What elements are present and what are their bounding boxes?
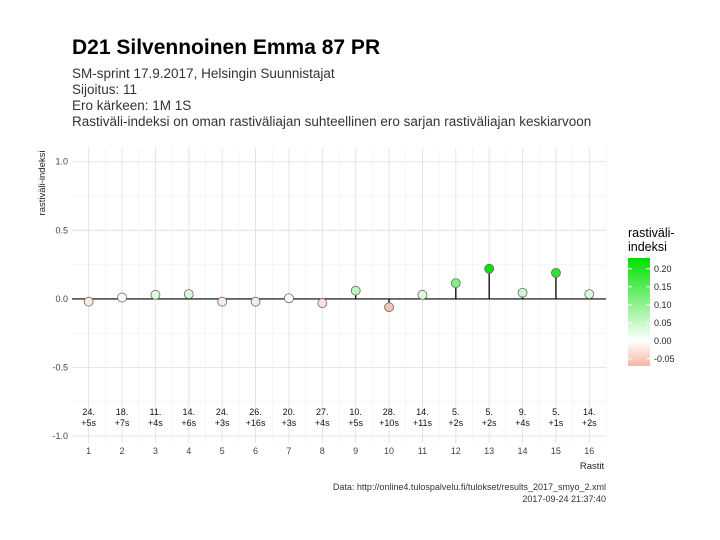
legend-colorbar: [628, 258, 650, 366]
legend-tick-label: -0.05: [654, 354, 675, 364]
legend-tick-label: 0.10: [654, 300, 672, 310]
x-tick-label: 7: [286, 446, 291, 456]
x-axis-label: Rastit: [580, 461, 605, 472]
y-tick-label: -0.5: [52, 363, 68, 373]
data-marks: [83, 263, 595, 313]
data-point: [551, 267, 561, 278]
diff-label: +5s: [81, 418, 96, 428]
diff-label: +11s: [413, 418, 433, 428]
diff-label: +2s: [582, 418, 597, 428]
subtitle-line: SM-sprint 17.9.2017, Helsingin Suunnista…: [72, 66, 335, 81]
x-tick-label: 13: [484, 446, 494, 456]
subtitle-line: Rastiväli-indeksi on oman rastiväliajan …: [72, 114, 591, 129]
x-tick-label: 11: [418, 446, 427, 456]
data-point: [484, 263, 495, 274]
x-tick-label: 1: [86, 446, 91, 456]
x-tick-label: 12: [451, 446, 461, 456]
diff-label: +7s: [115, 418, 130, 428]
rank-label: 5.: [452, 407, 460, 417]
subtitle-line: Sijoitus: 11: [72, 82, 137, 97]
rank-label: 10.: [349, 407, 362, 417]
data-point: [250, 296, 261, 307]
x-tick-label: 6: [253, 446, 258, 456]
y-axis-label: rastiväli-indeksi: [37, 151, 48, 216]
rank-label: 14.: [416, 407, 429, 417]
data-point: [150, 289, 161, 300]
diff-label: +16s: [246, 418, 266, 428]
data-point: [450, 278, 461, 289]
data-point: [83, 296, 94, 307]
diff-label: +3s: [215, 418, 230, 428]
x-tick-label: 16: [584, 446, 594, 456]
data-point: [350, 285, 361, 296]
data-point: [284, 293, 294, 304]
diff-label: +4s: [315, 418, 330, 428]
rank-label: 11.: [150, 407, 162, 417]
legend: rastiväli- indeksi 0.20 0.15 0.10 0.05 0.00 -…: [628, 226, 675, 366]
rank-label: 18.: [116, 407, 129, 417]
timestamp-caption: 2017-09-24 21:37:40: [522, 494, 606, 504]
rank-label: 14.: [583, 407, 596, 417]
data-point: [217, 296, 228, 307]
x-tick-label: 4: [186, 446, 191, 456]
x-axis-ticks: 1 2 3 4 5 6 7 8 9 10 11 12 13 14 15 16: [86, 446, 594, 456]
rank-label: 24.: [82, 407, 95, 417]
y-axis-ticks: -1.0 -0.5 0.0 0.5 1.0: [52, 157, 68, 441]
legend-tick-label: 0.05: [654, 318, 672, 328]
y-tick-label: 0.0: [55, 294, 68, 304]
data-point: [517, 287, 528, 298]
diff-label: +4s: [515, 418, 530, 428]
rank-label: 14.: [183, 407, 196, 417]
legend-ticks: 0.20 0.15 0.10 0.05 0.00 -0.05: [628, 264, 675, 364]
rank-label: 27.: [316, 407, 329, 417]
diff-label: +4s: [148, 418, 163, 428]
legend-tick-label: 0.00: [654, 336, 672, 346]
x-tick-label: 9: [353, 446, 358, 456]
rank-label: 9.: [519, 407, 527, 417]
y-tick-label: -1.0: [52, 431, 68, 441]
rank-label: 26.: [249, 407, 262, 417]
chart-title: D21 Silvennoinen Emma 87 PR: [72, 36, 380, 59]
diff-label: +2s: [448, 418, 463, 428]
y-tick-label: 0.5: [55, 225, 68, 235]
diff-label: +10s: [379, 418, 399, 428]
data-point: [584, 289, 595, 300]
x-tick-label: 5: [220, 446, 225, 456]
diff-label: +6s: [181, 418, 196, 428]
legend-tick-label: 0.15: [654, 282, 672, 292]
rank-label: 28.: [383, 407, 396, 417]
x-tick-label: 2: [120, 446, 125, 456]
diff-label: +2s: [482, 418, 497, 428]
data-point: [183, 289, 194, 300]
rank-label: 20.: [283, 407, 296, 417]
diff-label: +1s: [549, 418, 564, 428]
rank-label: 5.: [485, 407, 493, 417]
diff-label: +5s: [348, 418, 363, 428]
x-tick-label: 10: [384, 446, 394, 456]
data-point: [417, 289, 428, 300]
source-caption: Data: http://online4.tulospalvelu.fi/tul…: [333, 482, 606, 492]
data-point: [317, 298, 328, 308]
legend-title-line: rastiväli-: [628, 226, 675, 240]
legend-title-line: indeksi: [628, 240, 667, 254]
rank-label: 24.: [216, 407, 229, 417]
x-tick-label: 14: [518, 446, 528, 456]
legend-tick-label: 0.20: [654, 264, 672, 274]
diff-label: +3s: [282, 418, 297, 428]
x-tick-label: 15: [551, 446, 561, 456]
subtitle-line: Ero kärkeen: 1M 1S: [72, 98, 191, 113]
annotations: 24.+5s18.+7s11.+4s14.+6s24.+3s26.+16s20.…: [81, 407, 597, 428]
x-tick-label: 3: [153, 446, 158, 456]
y-tick-label: 1.0: [55, 157, 68, 167]
data-point: [117, 292, 127, 303]
data-point: [384, 302, 394, 313]
x-tick-label: 8: [320, 446, 325, 456]
rank-label: 5.: [552, 407, 560, 417]
